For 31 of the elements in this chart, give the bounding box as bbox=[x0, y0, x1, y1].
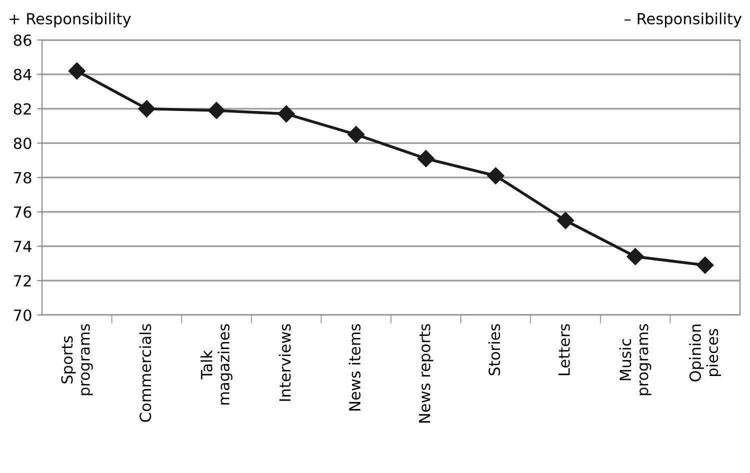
y-tick-label: 74 bbox=[14, 240, 32, 252]
point bbox=[487, 167, 504, 184]
y-tick-label: 70 bbox=[14, 309, 32, 322]
point bbox=[278, 105, 295, 122]
point bbox=[556, 212, 574, 230]
point bbox=[696, 256, 714, 274]
text: + Responsibility bbox=[10, 12, 131, 28]
x-tick-label: Commercials bbox=[139, 324, 152, 422]
x-tick-label: Stories bbox=[488, 324, 500, 376]
point bbox=[417, 150, 434, 168]
x-tick-label: Talk magazines bbox=[200, 324, 232, 405]
y-tick-label: 72 bbox=[14, 275, 31, 286]
y-tick-label: 82 bbox=[14, 103, 31, 115]
point bbox=[208, 102, 226, 120]
x-tick-label: Letters bbox=[558, 324, 570, 376]
x-tick-label: Sports programs bbox=[61, 324, 93, 396]
y-tick-label: 84 bbox=[14, 68, 32, 80]
y-tick-label: 86 bbox=[14, 34, 32, 46]
point bbox=[138, 100, 156, 118]
y-tick-label: 78 bbox=[14, 172, 32, 184]
y-tick-label: 76 bbox=[14, 206, 32, 218]
y-tick-label: 80 bbox=[14, 138, 32, 150]
point bbox=[348, 126, 365, 144]
point bbox=[626, 248, 644, 266]
x-tick-label: Interviews bbox=[278, 324, 291, 401]
x-tick-label: News reports bbox=[418, 324, 434, 423]
point bbox=[68, 62, 86, 80]
x-tick-label: Music programs bbox=[619, 324, 652, 396]
x-tick-label: Opinion pieces bbox=[689, 324, 722, 382]
text: – Responsibility bbox=[624, 12, 742, 28]
x-tick-label: News items bbox=[348, 324, 361, 410]
